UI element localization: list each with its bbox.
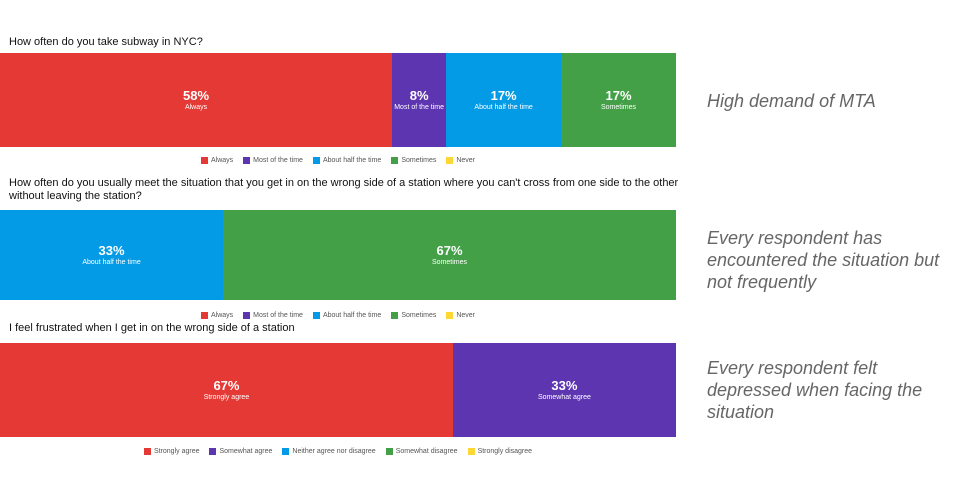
question-title: I feel frustrated when I get in on the w… [9,322,295,334]
data-label: 67% [436,242,463,258]
legend-swatch [467,448,475,455]
stacked-bar: 67% Strongly agree 33% Somewhat agree [0,343,676,437]
legend-swatch [391,312,399,319]
legend-item: About half the time [312,157,382,164]
legend-label: About half the time [322,312,382,319]
annotation: Every respondent has encountered the sit… [707,228,940,292]
bar-segment: 8% Most of the time [392,53,447,147]
legend-label: Neither agree nor disagree [292,448,376,455]
bar-segment: 17% Sometimes [561,53,676,147]
segment-label: About half the time [82,258,141,266]
legend-label: Most of the time [253,312,303,319]
legend-swatch [243,157,251,164]
segment-label: Sometimes [432,258,468,266]
legend-label: Somewhat disagree [395,448,458,455]
legend-item: Always [200,157,234,164]
data-label: 67% [213,377,240,393]
legend-item: Most of the time [243,157,303,164]
data-label: 17% [490,87,517,103]
legend-item: Strongly disagree [467,448,533,455]
legend-swatch [391,157,399,164]
legend-item: Never [446,312,475,319]
bar-segment: 67% Strongly agree [0,343,453,437]
data-label: 33% [551,377,578,393]
legend-swatch [312,157,320,164]
legend-label: Sometimes [401,157,437,164]
legend-swatch [209,448,217,455]
legend-label: Sometimes [401,312,437,319]
legend-swatch [446,157,454,164]
data-label: 58% [183,87,210,103]
segment-label: Always [184,103,208,111]
data-label: 17% [605,87,632,103]
stacked-bar: 58% Always 8% Most of the time 17% About half… [0,53,676,147]
data-label: 8% [409,87,429,103]
annotation: High demand of MTA [707,91,876,111]
annotation: Every respondent felt depressed when fac… [707,358,923,422]
legend-item: Sometimes [391,312,436,319]
data-label: 33% [98,242,125,258]
stacked-bar: 33% About half the time 67% Sometimes [0,210,676,300]
question-title: How often do you usually meet the situat… [9,177,679,202]
legend-swatch [385,448,393,455]
legend-item: Most of the time [243,312,303,319]
legend-swatch [282,448,290,455]
legend-label: Strongly disagree [477,448,533,455]
legend-label: Most of the time [253,157,303,164]
bar-segment: 33% Somewhat agree [452,343,676,437]
segment-label: Sometimes [601,103,637,111]
legend-swatch [200,312,208,319]
bar-segment: 17% About half the time [446,53,562,147]
legend-label: Somewhat agree [219,448,273,455]
legend-swatch [143,448,151,455]
segment-label: Strongly agree [203,393,250,401]
segment-label: Most of the time [394,103,445,111]
bar-segment: 58% Always [0,53,393,147]
bar-segment: 67% Sometimes [223,210,676,300]
legend-swatch [312,312,320,319]
legend-label: Never [456,312,476,319]
legend-label: Always [210,157,234,164]
legend-label: About half the time [322,157,382,164]
legend-swatch [200,157,208,164]
legend-swatch [446,312,454,319]
legend-item: Always [200,312,234,319]
legend: Always Most of the time About half the tim… [0,312,676,319]
legend-item: Strongly agree [143,448,200,455]
question-title: How often do you take subway in NYC? [9,36,203,48]
legend-swatch [243,312,251,319]
legend-item: Never [446,157,475,164]
legend-label: Always [210,312,234,319]
legend-item: About half the time [312,312,382,319]
legend: Always Most of the time About half the tim… [0,157,676,164]
legend-item: Sometimes [391,157,436,164]
segment-label: Somewhat agree [537,393,591,401]
bar-segment: 33% About half the time [0,210,224,300]
legend-item: Neither agree nor disagree [282,448,376,455]
legend: Strongly agree Somewhat agree Neither agre… [0,448,676,455]
legend-label: Strongly agree [153,448,200,455]
legend-label: Never [456,157,476,164]
legend-item: Somewhat disagree [385,448,458,455]
segment-label: About half the time [474,103,533,111]
legend-item: Somewhat agree [209,448,272,455]
